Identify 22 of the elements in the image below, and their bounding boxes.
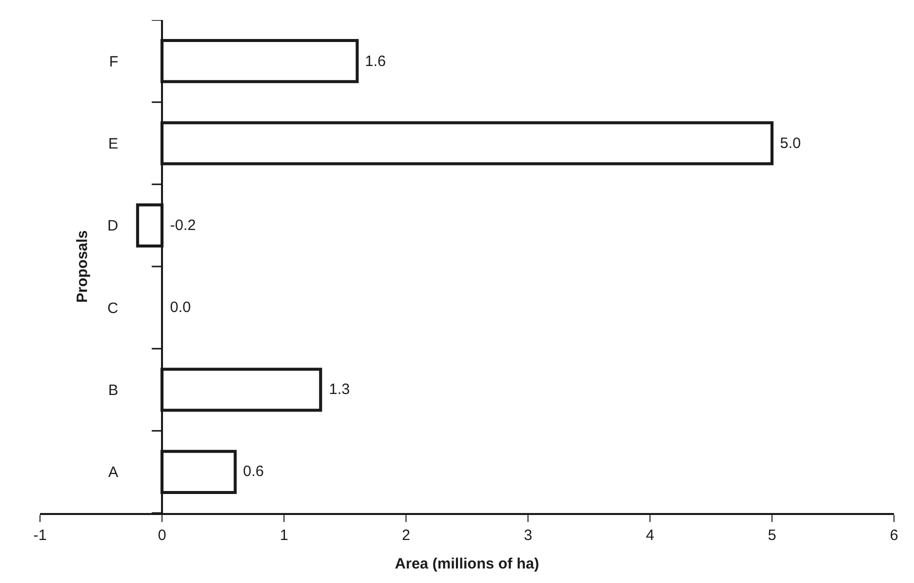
y-tick-label: F [109, 53, 118, 70]
x-axis-title: Area (millions of ha) [394, 555, 540, 572]
x-tick-label: 6 [890, 526, 898, 544]
data-label: 5.0 [780, 135, 801, 152]
y-tick-label: D [107, 218, 118, 235]
x-tick-label: 4 [646, 526, 654, 544]
data-label: 0.0 [170, 299, 191, 316]
x-tick-label: -1 [33, 526, 47, 544]
y-tick-label: C [107, 300, 118, 317]
data-label: 0.6 [243, 463, 264, 480]
y-axis-title: Proposals [74, 230, 92, 303]
data-label: 1.6 [365, 53, 386, 70]
x-tick-label: 5 [768, 526, 776, 544]
x-tick-label: 0 [158, 526, 166, 544]
x-tick-label: 1 [280, 526, 288, 544]
x-tick-label: 2 [402, 526, 410, 544]
y-tick-label: A [108, 464, 118, 482]
y-tick-label: E [108, 136, 118, 152]
y-tick-label: B [108, 382, 118, 399]
data-label: -0.2 [170, 217, 196, 234]
data-label: 1.3 [329, 381, 350, 398]
x-tick-label: 3 [524, 526, 532, 544]
